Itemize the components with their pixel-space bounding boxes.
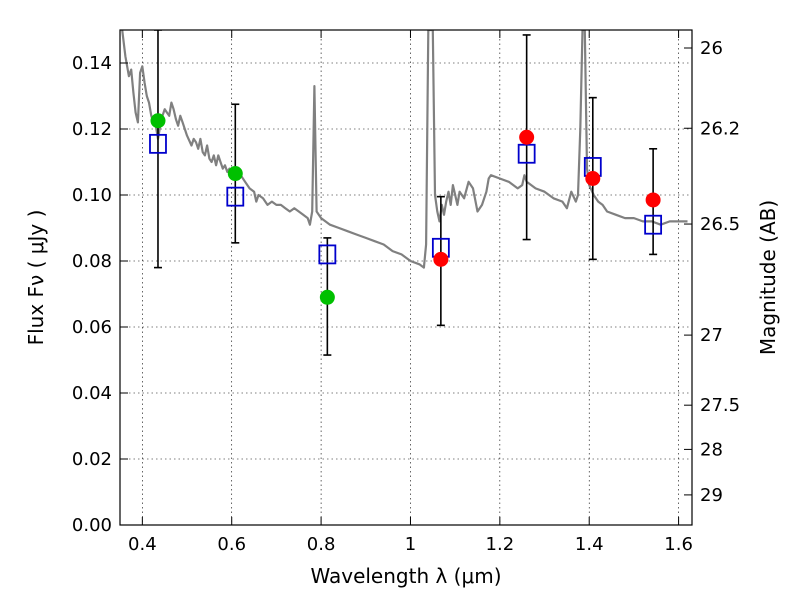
x-tick-label: 0.8: [307, 534, 336, 555]
plot-area: [121, 30, 688, 356]
y-tick-label: 0.02: [72, 449, 112, 470]
y-tick-label: 0.12: [72, 119, 112, 140]
y2-tick-label: 27: [700, 325, 723, 346]
observed-flux-point: [227, 166, 243, 182]
model-flux-square: [226, 186, 245, 207]
model-flux-square: [318, 244, 337, 265]
x-tick-label: 1: [405, 534, 416, 555]
y-tick-label: 0.00: [72, 515, 112, 536]
error-bar: [153, 30, 162, 269]
observed-flux-point: [319, 289, 335, 305]
observed-flux-point: [585, 171, 601, 186]
x-tick-label: 0.4: [128, 534, 157, 555]
y2-tick-label: 26.2: [700, 118, 740, 139]
y2-axis-title: Magnitude (AB): [756, 200, 780, 355]
axes: 0.4 0.6 0.8 1 1.2 1.4 1.6 0.00 0.02 0.04 0.06 0.08 0…: [72, 29, 740, 555]
y2-tick-label: 28: [700, 439, 723, 460]
model-flux-square: [149, 133, 167, 154]
y-axis-title: Flux Fν ( μJy ): [24, 210, 48, 346]
grid: [120, 30, 692, 526]
observed-flux-point: [433, 251, 449, 267]
y2-tick-label: 26.5: [700, 214, 740, 235]
observed-flux-point: [150, 113, 166, 129]
model-flux-square: [644, 214, 663, 235]
x-tick-label: 1.6: [664, 534, 693, 555]
x-tick-label: 1.2: [486, 534, 515, 555]
y-tick-label: 0.06: [72, 317, 112, 338]
y2-tick-label: 26: [700, 38, 723, 59]
observed-flux-point: [645, 192, 661, 208]
observed-flux-point: [519, 129, 535, 145]
x-tick-label: 0.6: [217, 534, 246, 555]
y-tick-label: 0.10: [72, 185, 112, 206]
x-axis-title: Wavelength λ (μm): [310, 564, 501, 588]
y2-tick-label: 29: [700, 485, 723, 506]
y-tick-label: 0.08: [72, 251, 112, 272]
model-spectrum-line: [121, 30, 688, 269]
x-tick-label: 1.4: [575, 534, 604, 555]
y-tick-label: 0.04: [72, 383, 112, 404]
plot-frame: [119, 29, 693, 526]
y2-tick-label: 27.5: [700, 395, 740, 416]
y-tick-label: 0.14: [72, 53, 112, 74]
